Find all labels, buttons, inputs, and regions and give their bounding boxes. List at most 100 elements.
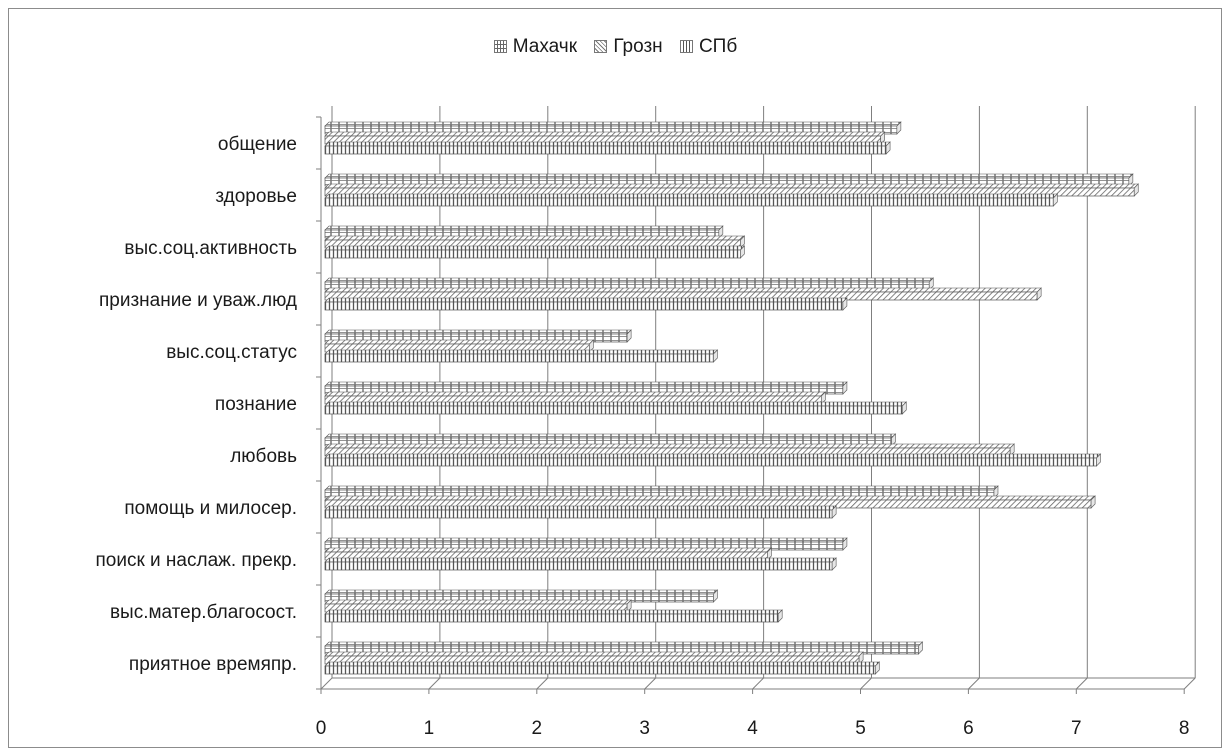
bar-top-2-2 — [324, 245, 746, 251]
bar-end-0-7 — [993, 485, 999, 499]
category-label-10: приятное времяпр. — [129, 654, 297, 675]
x-tick-label-6: 6 — [963, 718, 974, 739]
bar-2-2 — [324, 245, 746, 259]
floor-diagonal-0 — [320, 677, 333, 690]
bar-end-0-9 — [713, 589, 718, 603]
bar-end-2-3 — [842, 297, 848, 311]
bar-2-3 — [324, 297, 848, 311]
bar-top-2-6 — [324, 453, 1102, 459]
bar-end-1-7 — [1090, 495, 1096, 509]
bar-top-0-8 — [324, 537, 848, 543]
category-label-6: любовь — [230, 446, 297, 467]
bar-end-0-2 — [718, 225, 724, 239]
bar-top-1-6 — [324, 443, 1015, 449]
bar-end-0-0 — [896, 121, 902, 135]
bar-front-2-1 — [324, 197, 1054, 207]
bar-end-1-6 — [1009, 443, 1015, 457]
bar-top-0-4 — [324, 329, 632, 335]
bar-top-1-10 — [324, 651, 864, 657]
bar-top-0-7 — [324, 485, 999, 491]
bar-front-2-7 — [324, 509, 833, 519]
floor-diagonal-1 — [428, 677, 441, 690]
bar-top-0-10 — [324, 641, 924, 647]
bar-end-1-3 — [1036, 287, 1042, 301]
bar-top-1-9 — [324, 599, 632, 605]
bar-top-2-0 — [324, 141, 891, 147]
bar-top-2-8 — [324, 557, 837, 563]
bar-top-0-1 — [324, 173, 1134, 179]
category-label-5: познание — [215, 394, 297, 415]
bar-end-2-1 — [1053, 193, 1058, 207]
bar-end-2-8 — [831, 557, 837, 571]
bar-end-2-7 — [831, 505, 837, 519]
bar-end-1-4 — [589, 339, 594, 353]
bar-top-0-0 — [324, 121, 902, 127]
bar-2-8 — [324, 557, 837, 571]
bar-front-2-0 — [324, 145, 887, 155]
bar-0-8 — [324, 537, 848, 551]
legend-item-0: Махачк — [493, 36, 577, 58]
x-tick-label-2: 2 — [532, 718, 543, 739]
bar-1-10 — [324, 651, 864, 665]
bar-end-2-10 — [874, 661, 880, 675]
x-tick-label-0: 0 — [316, 718, 327, 739]
bar-end-2-9 — [777, 609, 783, 623]
bar-end-1-0 — [880, 131, 885, 145]
floor-diagonal-3 — [644, 677, 657, 690]
x-tick-label-8: 8 — [1179, 718, 1190, 739]
bar-top-1-2 — [324, 235, 746, 241]
bar-1-5 — [324, 391, 827, 405]
bar-2-7 — [324, 505, 837, 519]
bar-top-1-8 — [324, 547, 773, 553]
floor-diagonal-2 — [536, 677, 549, 690]
bar-top-0-5 — [324, 381, 848, 387]
category-label-8: поиск и наслаж. прекр. — [95, 550, 297, 571]
bar-end-2-5 — [901, 401, 907, 415]
bar-end-1-5 — [821, 391, 826, 405]
x-tick-label-4: 4 — [747, 718, 758, 739]
floor-diagonal-6 — [968, 677, 980, 690]
bar-0-10 — [324, 641, 924, 655]
legend-label-1: Грозн — [613, 36, 663, 57]
category-label-2: выс.соц.активность — [124, 238, 297, 259]
category-label-0: общение — [218, 134, 297, 155]
category-label-7: помощь и милосер. — [124, 498, 297, 519]
legend-swatch-1 — [594, 40, 608, 53]
x-tick-label-3: 3 — [639, 718, 650, 739]
bar-top-1-3 — [324, 287, 1042, 293]
bar-end-0-10 — [918, 641, 923, 655]
bar-top-0-9 — [324, 589, 719, 595]
category-label-1: здоровье — [215, 186, 297, 207]
bar-end-0-3 — [928, 277, 934, 291]
category-label-9: выс.матер.благосост. — [110, 602, 297, 623]
category-label-4: выс.соц.статус — [166, 342, 297, 363]
bar-end-1-2 — [740, 235, 745, 249]
legend-swatch-2 — [679, 40, 693, 53]
bar-front-2-6 — [324, 457, 1097, 467]
bar-top-2-9 — [324, 609, 783, 615]
bar-end-2-6 — [1096, 453, 1101, 467]
bar-end-2-0 — [885, 141, 891, 155]
bar-0-4 — [324, 329, 632, 343]
bar-end-2-2 — [740, 245, 745, 259]
bar-front-2-2 — [324, 249, 741, 259]
bar-2-1 — [324, 193, 1059, 207]
bar-0-7 — [324, 485, 999, 499]
floor-diagonal-4 — [752, 677, 764, 690]
bar-top-1-5 — [324, 391, 827, 397]
bar-front-2-9 — [324, 613, 779, 623]
bar-top-2-10 — [324, 661, 881, 667]
bar-top-0-6 — [324, 433, 897, 439]
legend-item-1: Грозн — [594, 36, 663, 58]
bar-top-0-2 — [324, 225, 724, 231]
floor-diagonal-5 — [860, 677, 872, 690]
bar-2-9 — [324, 609, 783, 623]
floor-diagonal-8 — [1183, 677, 1196, 690]
bar-top-0-3 — [324, 277, 934, 283]
bar-front-2-8 — [324, 561, 833, 571]
legend-item-2: СПб — [679, 36, 737, 58]
bar-2-0 — [324, 141, 891, 155]
bar-top-2-7 — [324, 505, 837, 511]
floor-diagonal-7 — [1075, 677, 1088, 690]
